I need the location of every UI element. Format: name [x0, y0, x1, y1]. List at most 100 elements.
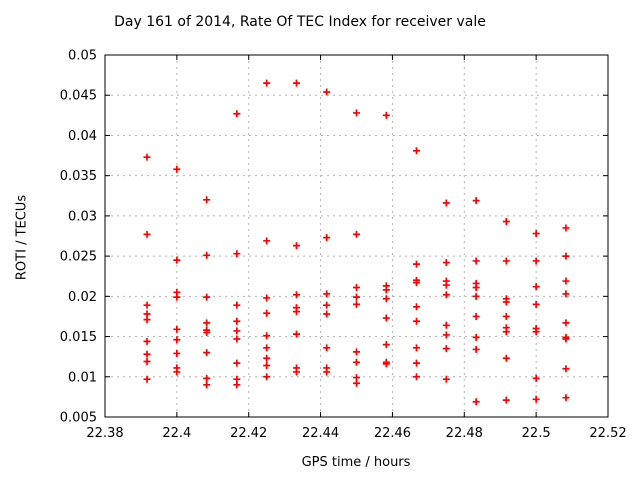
data-point-marker: [382, 314, 390, 322]
data-point-marker: [502, 396, 510, 404]
data-point-marker: [413, 317, 421, 325]
data-point-marker: [472, 197, 480, 205]
data-point-marker: [562, 277, 570, 285]
data-point-marker: [442, 345, 450, 353]
data-point-marker: [143, 301, 151, 309]
data-point-marker: [532, 257, 540, 265]
data-point-marker: [263, 373, 271, 381]
data-point-marker: [143, 337, 151, 345]
data-point-marker: [233, 359, 241, 367]
data-point-marker: [263, 362, 271, 370]
data-point-marker: [323, 234, 331, 242]
data-point-marker: [233, 110, 241, 118]
data-point-marker: [442, 321, 450, 329]
data-point-marker: [502, 354, 510, 362]
data-point-marker: [353, 293, 360, 301]
data-point-marker: [292, 291, 300, 299]
data-point-marker: [263, 354, 271, 362]
data-point-marker: [472, 292, 480, 300]
data-point-marker: [143, 350, 151, 358]
data-point-marker: [353, 109, 360, 117]
data-point-marker: [562, 365, 570, 373]
data-point-marker: [472, 333, 480, 341]
data-point-marker: [532, 283, 540, 291]
y-tick-label: 0.02: [68, 290, 97, 305]
y-tick-label: 0.03: [68, 209, 97, 224]
data-point-marker: [292, 79, 300, 87]
data-point-marker: [382, 286, 390, 294]
data-point-marker: [143, 230, 151, 238]
data-point-marker: [413, 303, 421, 311]
data-point-marker: [173, 325, 181, 333]
data-point-marker: [562, 394, 570, 402]
data-point-marker: [442, 199, 450, 207]
data-point-marker: [562, 290, 570, 298]
data-point-marker: [203, 381, 211, 389]
x-tick-label: 22.44: [302, 426, 339, 441]
data-point-marker: [292, 242, 300, 250]
data-point-marker: [203, 293, 211, 301]
data-point-marker: [413, 359, 421, 367]
data-point-marker: [263, 309, 271, 317]
data-point-marker: [173, 293, 181, 301]
data-point-marker: [532, 395, 540, 403]
y-tick-label: 0.015: [60, 330, 97, 345]
data-point-marker: [413, 344, 421, 352]
data-point-marker: [233, 381, 241, 389]
data-point-marker: [203, 374, 211, 382]
data-point-marker: [472, 283, 480, 291]
data-point-marker: [413, 279, 421, 287]
data-point-marker: [292, 330, 300, 338]
data-point-marker: [263, 294, 271, 302]
data-point-marker: [323, 310, 331, 318]
x-tick-label: 22.52: [589, 426, 626, 441]
data-point-marker: [203, 196, 211, 204]
data-point-marker: [203, 251, 211, 259]
data-point-marker: [472, 257, 480, 265]
data-point-marker: [382, 360, 390, 368]
data-point-marker: [502, 257, 510, 265]
data-point-marker: [472, 312, 480, 320]
data-point-marker: [442, 375, 450, 383]
data-point-marker: [413, 373, 421, 381]
data-point-marker: [173, 336, 181, 344]
y-tick-label: 0.005: [60, 411, 97, 426]
data-point-marker: [263, 237, 271, 245]
data-point-marker: [323, 88, 331, 96]
data-point-marker: [143, 375, 151, 383]
data-point-marker: [472, 398, 480, 406]
data-point-marker: [442, 331, 450, 339]
y-tick-label: 0.045: [60, 89, 97, 104]
data-point-marker: [353, 358, 360, 366]
data-point-marker: [442, 259, 450, 267]
y-tick-label: 0.01: [68, 370, 97, 385]
data-point-marker: [442, 281, 450, 289]
data-point-marker: [323, 368, 331, 376]
data-point-marker: [532, 230, 540, 238]
data-point-marker: [413, 147, 421, 155]
data-point-marker: [203, 349, 211, 357]
data-point-marker: [173, 165, 181, 173]
data-point-marker: [502, 218, 510, 226]
data-point-marker: [173, 349, 181, 357]
data-point-marker: [323, 290, 331, 298]
data-point-marker: [532, 374, 540, 382]
data-point-marker: [353, 283, 360, 291]
data-point-marker: [233, 327, 241, 335]
y-tick-label: 0.035: [60, 169, 97, 184]
x-tick-label: 22.48: [446, 426, 483, 441]
plot-border: [104, 54, 609, 418]
data-point-marker: [173, 256, 181, 264]
y-tick-label: 0.05: [68, 49, 97, 64]
data-point-marker: [502, 328, 510, 336]
chart-title: Day 161 of 2014, Rate Of TEC Index for r…: [114, 14, 486, 30]
data-point-marker: [532, 300, 540, 308]
x-tick-label: 22.38: [86, 426, 123, 441]
x-tick-label: 22.46: [374, 426, 411, 441]
data-point-marker: [562, 319, 570, 327]
y-tick-label: 0.04: [68, 129, 97, 144]
data-point-marker: [562, 224, 570, 232]
data-point-marker: [233, 317, 241, 325]
